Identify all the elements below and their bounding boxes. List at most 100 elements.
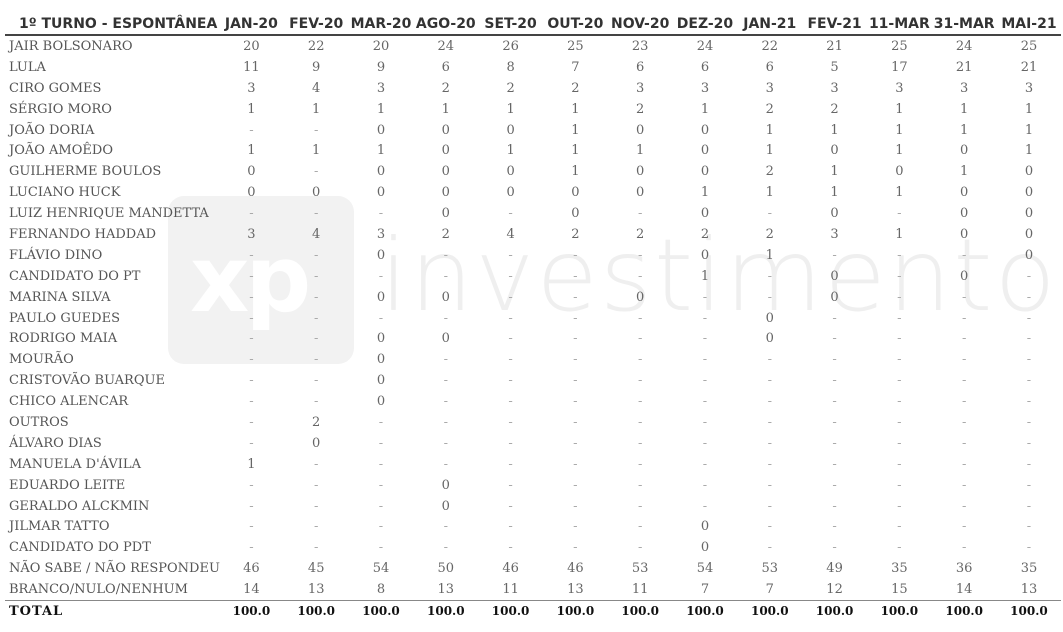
table-cell: 21	[1020, 59, 1038, 75]
table-cell: 1	[895, 101, 904, 117]
table-cell: 17	[891, 59, 908, 75]
table-cell: -	[443, 435, 448, 451]
table-cell: -	[508, 435, 513, 451]
table-cell: -	[767, 352, 772, 368]
table-cell: -	[249, 498, 254, 514]
table-cell: 24	[955, 38, 973, 54]
table-cell: 23	[631, 38, 649, 54]
table-cell: 26	[502, 38, 519, 54]
table-cell: 0	[700, 122, 710, 138]
table-cell: 3	[700, 80, 710, 96]
table-cell: -	[1026, 352, 1032, 368]
table-cell: -	[702, 414, 708, 430]
table-cell: -	[378, 206, 384, 222]
table-cell: -	[897, 540, 902, 556]
table-cell: 7	[700, 582, 710, 598]
table-cell: 1	[830, 122, 839, 138]
table-cell: 100.0	[866, 600, 932, 622]
table-cell: 20	[372, 38, 390, 54]
table-cell: -	[832, 394, 837, 410]
table-cell: 2	[312, 414, 321, 430]
table-cell: -	[249, 519, 254, 535]
table-cell: -	[637, 394, 643, 410]
table-cell: 0	[571, 206, 580, 222]
table-cell: -	[378, 414, 384, 430]
table-cell: -	[313, 373, 319, 389]
table-cell: -	[313, 477, 319, 493]
table-cell: 49	[826, 561, 843, 577]
table-cell: -	[961, 289, 967, 305]
table-cell: -	[378, 540, 384, 556]
table-cell: -	[573, 394, 578, 410]
table-cell: -	[249, 268, 254, 284]
table-cell: 0	[376, 122, 386, 138]
table-row: LUCIANO HUCK 0 0 0 0 0 0 0 1 1 1 1 0 0	[5, 182, 1061, 203]
table-cell: -	[767, 394, 772, 410]
table-cell: -	[443, 268, 448, 284]
table-cell: 3	[960, 80, 969, 96]
table-cell: -	[573, 331, 578, 347]
table-cell: 5	[830, 59, 839, 75]
table-cell: 100.0	[737, 600, 803, 622]
table-cell: -	[767, 477, 772, 493]
table-row: CRISTOVÃO BUARQUE - - 0 - - - - - - - - - -	[5, 370, 1061, 391]
table-cell: 0	[830, 289, 839, 305]
table-cell: 22	[761, 38, 779, 54]
table-cell: 4	[312, 80, 321, 96]
table-cell: 1	[960, 122, 969, 138]
table-cell: -	[637, 519, 643, 535]
table-cell: 0	[376, 247, 386, 263]
table-cell: -	[313, 122, 319, 138]
table-row: OUTROS - 2 - - - - - - - - - - -	[5, 412, 1061, 433]
table-cell: 20	[243, 38, 260, 54]
table-cell: 50	[437, 561, 455, 577]
table-cell: 1	[700, 185, 710, 201]
table-cell: 3	[247, 80, 256, 96]
table-cell: 7	[765, 582, 774, 598]
table-cell: 6	[700, 59, 710, 75]
table-cell: 25	[567, 38, 584, 54]
table-cell: -	[508, 289, 513, 305]
table-cell: 24	[696, 38, 714, 54]
table-cell: -	[313, 289, 319, 305]
poll-table: 1º TURNO - ESPONTÂNEA JAN-20 FEV-20 MAR-20…	[5, 13, 1062, 622]
table-cell: 54	[372, 561, 390, 577]
table-cell: 1	[1024, 101, 1034, 117]
table-row: ÁLVARO DIAS - 0 - - - - - - - - - - -	[5, 433, 1061, 454]
candidate-name: MARINA SILVA	[9, 289, 111, 305]
table-cell: 46	[243, 561, 260, 577]
table-cell: -	[767, 268, 772, 284]
table-cell: 11	[631, 582, 649, 598]
table-cell: 100.0	[996, 600, 1062, 622]
table-cell: -	[961, 414, 967, 430]
candidate-name: FERNANDO HADDAD	[9, 226, 157, 242]
table-cell: 4	[312, 226, 321, 242]
table-cell: -	[1026, 456, 1032, 472]
table-cell: -	[702, 477, 708, 493]
table-cell: -	[897, 414, 902, 430]
table-cell: 0	[700, 206, 710, 222]
table-cell: -	[249, 247, 254, 263]
table-cell: -	[897, 352, 902, 368]
table-cell: -	[897, 477, 902, 493]
table-cell: -	[313, 268, 319, 284]
table-cell: 0	[700, 164, 710, 180]
candidate-name: BRANCO/NULO/NENHUM	[9, 582, 188, 598]
table-cell: 53	[761, 561, 779, 577]
table-cell: 100.0	[413, 600, 479, 622]
table-cell: 6	[636, 59, 645, 75]
table-cell: 0	[960, 185, 969, 201]
table-cell: 1	[765, 247, 774, 263]
table-row: JILMAR TATTO - - - - - - - 0 - - - - -	[5, 516, 1061, 537]
table-cell: -	[1026, 477, 1032, 493]
column-header: MAI-21	[996, 13, 1062, 36]
table-cell: 36	[955, 561, 973, 577]
table-cell: -	[573, 498, 578, 514]
table-cell: -	[1026, 268, 1032, 284]
table-cell: 0	[1024, 226, 1034, 242]
table-cell: 0	[376, 185, 386, 201]
table-cell: 0	[441, 206, 450, 222]
table-cell: -	[573, 268, 578, 284]
table-cell: 2	[571, 226, 580, 242]
table-cell: 7	[571, 59, 580, 75]
